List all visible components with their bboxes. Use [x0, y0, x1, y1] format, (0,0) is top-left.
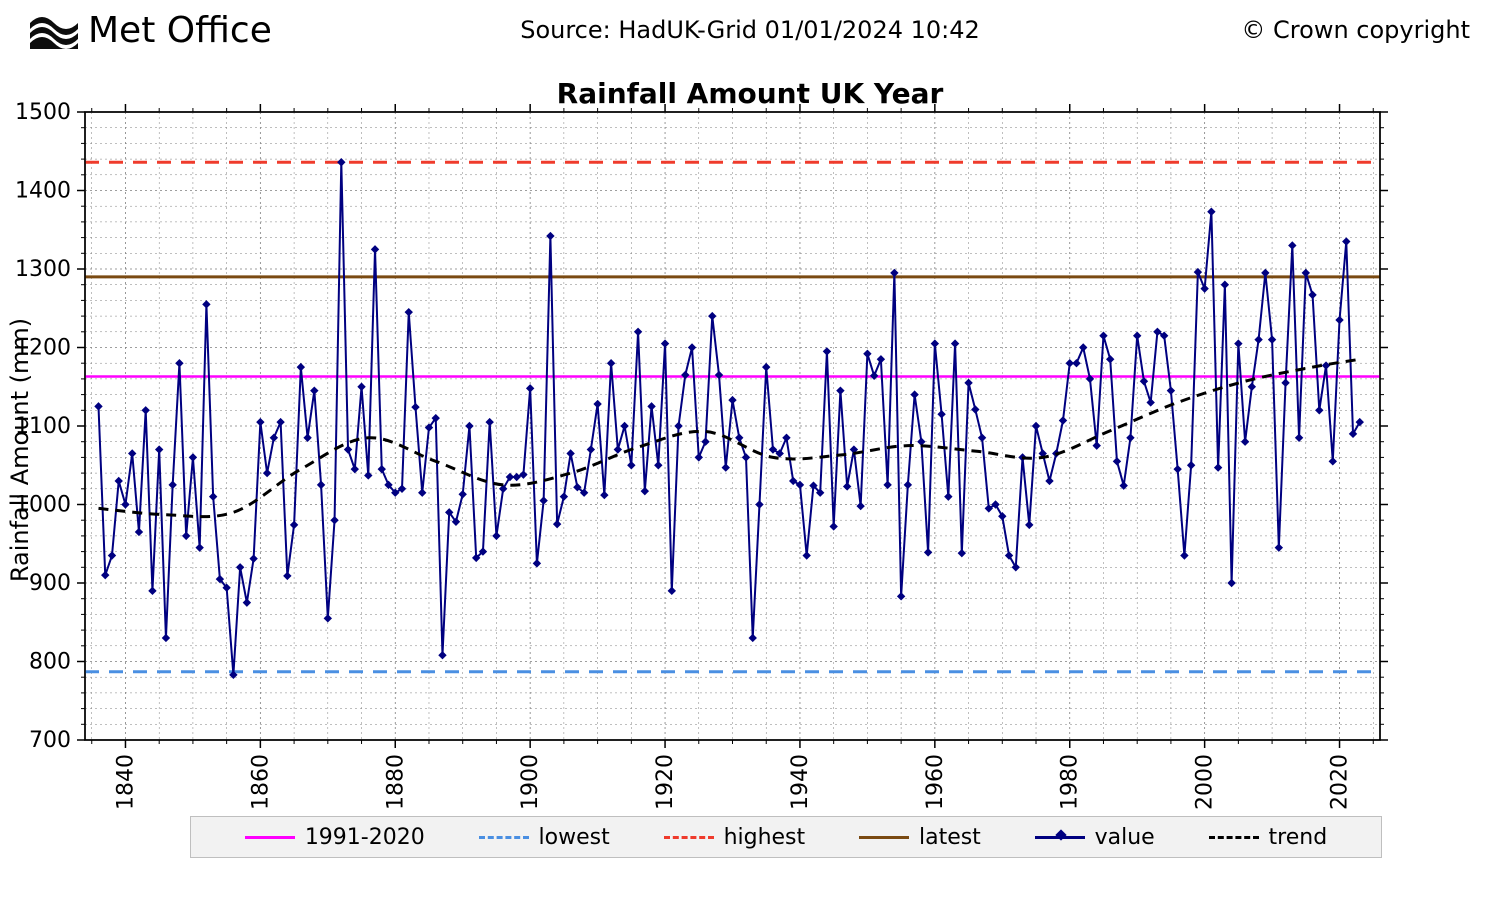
legend-item-1991-2020: 1991-2020	[245, 825, 425, 850]
svg-text:1980: 1980	[1058, 754, 1083, 810]
svg-text:1920: 1920	[653, 754, 678, 810]
legend-item-highest: highest	[664, 825, 806, 850]
svg-text:2020: 2020	[1328, 754, 1353, 810]
svg-text:1880: 1880	[383, 754, 408, 810]
svg-text:700: 700	[29, 728, 71, 753]
svg-text:2000: 2000	[1193, 754, 1218, 810]
legend: 1991-2020 lowest highest latest value trend	[190, 816, 1382, 858]
svg-text:1300: 1300	[15, 257, 71, 282]
svg-text:1900: 1900	[518, 754, 543, 810]
svg-text:1860: 1860	[248, 754, 273, 810]
svg-text:1840: 1840	[113, 754, 138, 810]
rainfall-chart: 700 800 900 1000 1100 1200 1300 1400 1500 1840 186…	[0, 0, 1500, 900]
legend-item-latest: latest	[859, 825, 981, 850]
svg-text:1000: 1000	[15, 493, 71, 518]
svg-text:1940: 1940	[788, 754, 813, 810]
svg-text:800: 800	[29, 650, 71, 675]
legend-item-lowest: lowest	[479, 825, 610, 850]
svg-text:1960: 1960	[923, 754, 948, 810]
svg-text:1200: 1200	[15, 336, 71, 361]
svg-text:1400: 1400	[15, 179, 71, 204]
svg-text:1500: 1500	[15, 100, 71, 125]
legend-item-trend: trend	[1209, 825, 1328, 850]
svg-text:900: 900	[29, 571, 71, 596]
legend-item-value: value	[1035, 825, 1155, 850]
svg-text:1100: 1100	[15, 414, 71, 439]
